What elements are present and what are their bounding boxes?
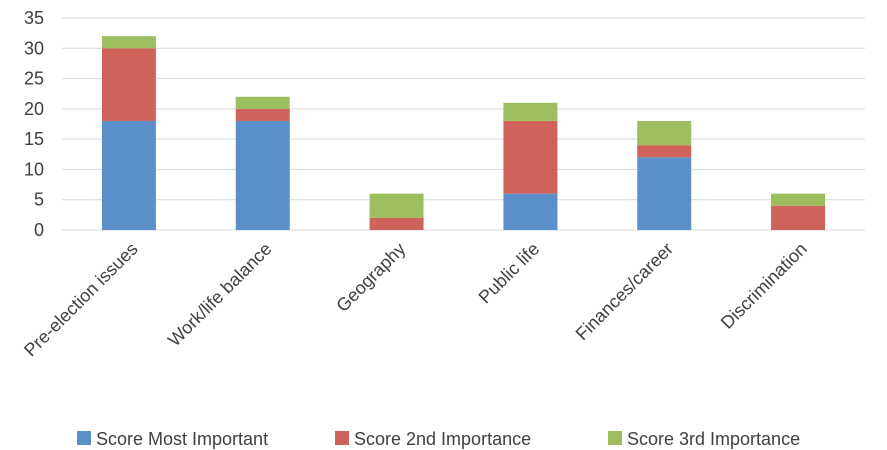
bar-segment — [235, 120, 290, 230]
y-tick-label: 25 — [24, 69, 44, 89]
y-tick-label: 20 — [24, 99, 44, 119]
x-tick-label: Public life — [475, 239, 544, 308]
bar-segment — [637, 145, 692, 158]
y-tick-label: 30 — [24, 38, 44, 58]
x-tick-label: Pre-election issues — [20, 239, 142, 361]
x-tick-label: Geography — [332, 239, 409, 316]
legend-label: Score 2nd Importance — [354, 429, 531, 449]
legend-swatch — [608, 431, 622, 445]
y-axis: 0 5 10 15 20 25 30 35 — [24, 8, 44, 240]
bar-segment — [235, 108, 290, 121]
bars — [101, 36, 826, 230]
bar-segment — [369, 217, 424, 230]
bar-segment — [771, 193, 826, 206]
bar-segment — [101, 120, 156, 230]
y-tick-label: 15 — [24, 129, 44, 149]
bar-segment — [503, 193, 558, 230]
y-tick-label: 10 — [24, 159, 44, 179]
x-tick-label: Finances/career — [572, 239, 677, 344]
bar-segment — [771, 205, 826, 230]
legend-swatch — [335, 431, 349, 445]
legend: Score Most Important Score 2nd Importance… — [77, 429, 800, 449]
x-tick-label: Discrimination — [717, 239, 811, 333]
y-tick-label: 5 — [34, 190, 44, 210]
bar-segment — [235, 96, 290, 109]
y-tick-label: 0 — [34, 220, 44, 240]
bar-segment — [637, 120, 692, 146]
y-tick-label: 35 — [24, 8, 44, 28]
bar-segment — [637, 157, 692, 230]
bar-segment — [101, 48, 156, 121]
bar-segment — [369, 193, 424, 218]
legend-label: Score Most Important — [96, 429, 268, 449]
bar-segment — [101, 36, 156, 49]
legend-swatch — [77, 431, 91, 445]
legend-label: Score 3rd Importance — [627, 429, 800, 449]
gridlines — [62, 17, 865, 231]
x-tick-label: Work/life balance — [164, 239, 276, 351]
bar-segment — [503, 102, 558, 121]
x-axis: Pre-election issues Work/life balance Geog… — [20, 239, 811, 361]
bar-segment — [503, 120, 558, 194]
